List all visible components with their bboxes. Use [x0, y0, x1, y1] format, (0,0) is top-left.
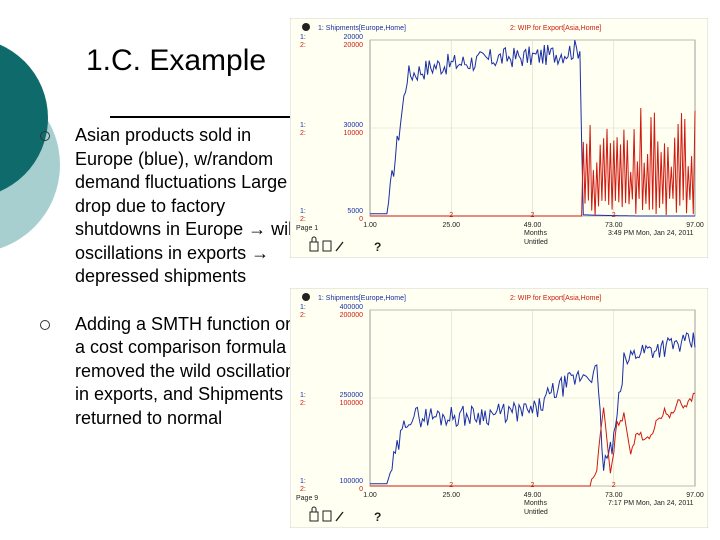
x-tick-label: 73.00	[605, 492, 623, 499]
series-1-line	[370, 332, 696, 485]
sheet-icon	[322, 240, 332, 252]
chart-2-svg: 1: Shipments[Europe,Home] 2: WIP for Expo…	[290, 288, 708, 528]
series-1-number: 1:	[300, 122, 306, 129]
pencil-icon	[335, 241, 344, 252]
lock-shackle-icon	[311, 236, 317, 242]
series-1-number: 1:	[300, 34, 306, 41]
series-2-legend: 2: WIP for Export[Asia,Home]	[510, 295, 601, 302]
status-label: Untitled	[524, 509, 548, 516]
chart-1-svg: 1: Shipments[Europe,Home] 2: WIP for Expo…	[290, 18, 708, 258]
sheet-icon	[322, 510, 332, 522]
x-axis-label: Months	[524, 230, 547, 237]
x-axis-label: Months	[524, 500, 547, 507]
scatter-toggle-icon	[302, 293, 310, 301]
series-1-number: 1:	[300, 208, 306, 215]
y-tick-label-series-1: 250000	[340, 392, 363, 399]
x-tick-label: 49.00	[524, 222, 542, 229]
x-tick-label: 25.00	[442, 222, 460, 229]
y-tick-label-series-2: 0	[359, 216, 363, 223]
series-1-number: 1:	[300, 392, 306, 399]
series-2-number: 2:	[300, 216, 306, 223]
series-2-number: 2:	[300, 130, 306, 137]
series-2-number: 2:	[300, 486, 306, 493]
series-1-number: 1:	[300, 478, 306, 485]
y-tick-label-series-1: 5000	[347, 208, 363, 215]
title-underline	[110, 116, 310, 118]
chart-panel-1: 1: Shipments[Europe,Home] 2: WIP for Expo…	[290, 18, 708, 258]
series-2-marker: 2	[531, 482, 535, 489]
series-1-legend: 1: Shipments[Europe,Home]	[318, 25, 406, 32]
help-icon: ?	[374, 240, 381, 254]
bullet-text-1: Asian products sold in Europe (blue), w/…	[75, 125, 303, 286]
series-2-marker: 2	[449, 212, 453, 219]
pencil-icon	[335, 511, 344, 522]
bullet-ring-icon	[40, 131, 50, 141]
status-label: Untitled	[524, 239, 548, 246]
bullet-item-1: Asian products sold in Europe (blue), w/…	[40, 124, 305, 289]
series-2-marker: 2	[449, 482, 453, 489]
bullet-ring-icon	[40, 319, 50, 330]
y-tick-label-series-1: 30000	[344, 122, 364, 129]
y-tick-label-series-1: 400000	[340, 304, 363, 311]
x-tick-label: 73.00	[605, 222, 623, 229]
chart-panel-2: 1: Shipments[Europe,Home] 2: WIP for Expo…	[290, 288, 708, 528]
page-label: Page 1	[296, 225, 318, 232]
series-2-number: 2:	[300, 400, 306, 407]
x-tick-label: 25.00	[442, 492, 460, 499]
x-tick-label: 97.00	[686, 492, 704, 499]
series-1-line	[370, 39, 695, 217]
series-2-line	[370, 107, 696, 217]
series-2-legend: 2: WIP for Export[Asia,Home]	[510, 25, 601, 32]
series-1-number: 1:	[300, 304, 306, 311]
timestamp-label: 3:49 PM Mon, Jan 24, 2011	[608, 230, 694, 237]
lock-shackle-icon	[311, 506, 317, 512]
teal-dark-circle	[0, 44, 48, 192]
slide-title: 1.C. Example	[86, 44, 267, 77]
x-tick-label: 1.00	[363, 222, 377, 229]
scatter-toggle-icon	[302, 23, 310, 31]
y-tick-label-series-1: 20000	[344, 34, 364, 41]
lock-icon	[309, 241, 319, 252]
y-tick-label-series-2: 0	[359, 486, 363, 493]
series-2-marker: 2	[612, 482, 616, 489]
timestamp-label: 7:17 PM Mon, Jan 24, 2011	[608, 500, 694, 507]
x-tick-label: 1.00	[363, 492, 377, 499]
series-2-marker: 2	[531, 212, 535, 219]
help-icon: ?	[374, 510, 381, 524]
bullet-text-2: Adding a SMTH function on a cost compari…	[75, 313, 305, 428]
series-2-line	[370, 392, 696, 487]
series-1-legend: 1: Shipments[Europe,Home]	[318, 295, 406, 302]
x-tick-label: 97.00	[686, 222, 704, 229]
x-tick-label: 49.00	[524, 492, 542, 499]
lock-icon	[309, 511, 319, 522]
bullet-list: Asian products sold in Europe (blue), w/…	[40, 124, 305, 430]
series-2-marker: 2	[612, 212, 616, 219]
y-tick-label-series-2: 200000	[340, 312, 363, 319]
y-tick-label-series-2: 20000	[344, 42, 364, 49]
bullet-item-2: Adding a SMTH function on a cost compari…	[40, 313, 305, 431]
y-tick-label-series-2: 10000	[344, 130, 364, 137]
series-2-number: 2:	[300, 312, 306, 319]
y-tick-label-series-1: 100000	[340, 478, 363, 485]
y-tick-label-series-2: 100000	[340, 400, 363, 407]
page-label: Page 9	[296, 495, 318, 502]
chart-background	[290, 18, 708, 258]
series-2-number: 2:	[300, 42, 306, 49]
decorative-circles	[0, 44, 60, 249]
